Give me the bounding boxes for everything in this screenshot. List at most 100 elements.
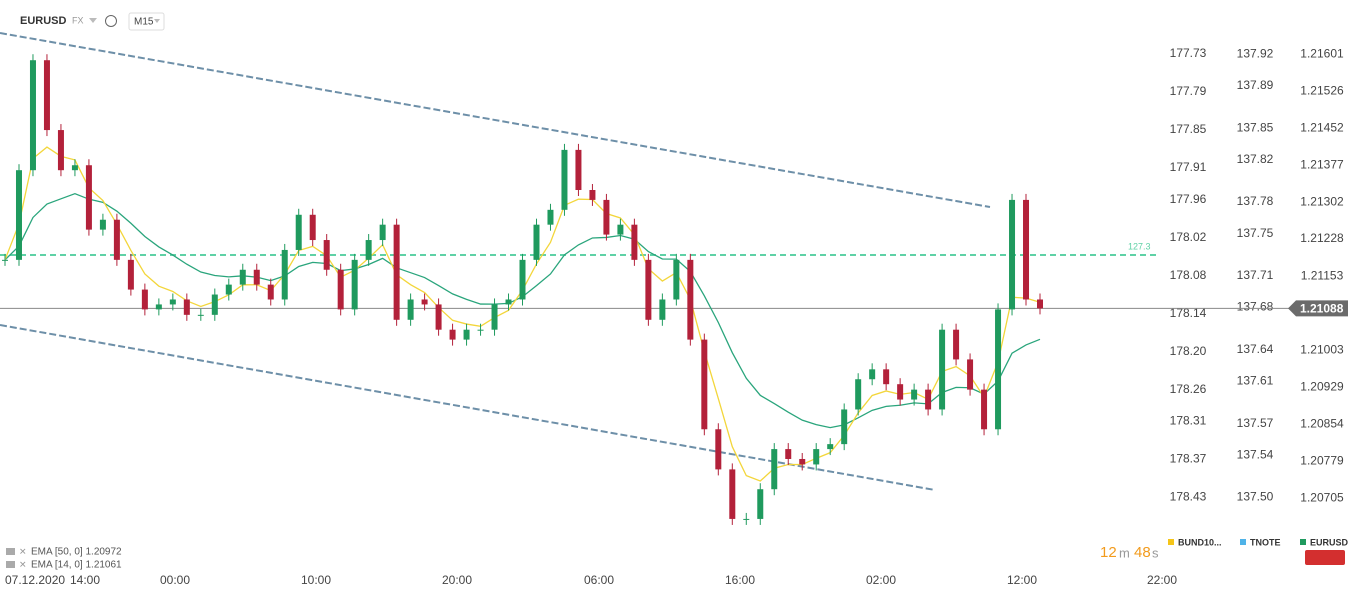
candle (435, 304, 442, 330)
dropdown-arrow[interactable] (89, 18, 97, 23)
candle (757, 489, 764, 519)
candle (547, 209, 554, 225)
legend-swatch (1168, 539, 1174, 545)
y-tick-label: 1.21452 (1300, 120, 1344, 134)
candle (981, 389, 988, 430)
candle (519, 259, 526, 300)
y-tick-label: 137.85 (1237, 120, 1274, 134)
candle (253, 269, 260, 285)
x-tick-label: 07.12.2020 (5, 573, 65, 587)
candle (561, 149, 568, 210)
legend-label[interactable]: EURUSD (1310, 537, 1349, 547)
indicator-label: EMA [14, 0] 1.21061 (31, 560, 122, 571)
y-tick-label: 137.61 (1237, 374, 1274, 388)
candle (995, 309, 1002, 430)
y-tick-label: 1.20929 (1300, 379, 1344, 393)
indicator-remove[interactable]: ✕ (19, 559, 27, 569)
x-tick-label: 12:00 (1007, 573, 1037, 587)
candle (883, 369, 890, 385)
x-tick-label: 00:00 (160, 573, 190, 587)
candle (127, 259, 134, 290)
candle (491, 304, 498, 330)
interval[interactable]: M15 (134, 17, 154, 28)
y-tick-label: 137.68 (1237, 300, 1274, 314)
candle (1023, 199, 1030, 300)
candle (771, 449, 778, 490)
x-tick-label: 20:00 (442, 573, 472, 587)
y-tick-label: 1.21228 (1300, 231, 1344, 245)
candle (715, 429, 722, 470)
y-tick-label: 1.21601 (1300, 46, 1344, 60)
y-tick-label: 178.31 (1170, 413, 1207, 427)
candle (869, 369, 876, 380)
candle (687, 259, 694, 340)
candle (631, 224, 638, 260)
candle (155, 304, 162, 310)
candle (575, 149, 582, 191)
candle (281, 249, 288, 300)
candle (953, 329, 960, 360)
candle (267, 284, 274, 300)
y-tick-label: 177.85 (1170, 122, 1207, 136)
candle (799, 458, 806, 465)
candle (463, 329, 470, 340)
y-tick-label: 1.20779 (1300, 454, 1344, 468)
timer-minutes: 12 (1100, 544, 1117, 561)
indicator-icon[interactable] (6, 548, 15, 555)
y-tick-label: 137.64 (1237, 342, 1274, 356)
candle (449, 329, 456, 340)
market: FX (72, 15, 84, 25)
symbol[interactable]: EURUSD (20, 15, 67, 27)
indicator-icon[interactable] (6, 561, 15, 568)
y-tick-label: 178.43 (1170, 489, 1207, 503)
y-tick-label: 178.08 (1170, 268, 1207, 282)
candle (295, 214, 302, 250)
level-label: 127.3 (1128, 241, 1151, 251)
eurusd-remove[interactable] (1305, 550, 1345, 565)
candle (337, 269, 344, 310)
y-tick-label: 1.21153 (1301, 268, 1344, 282)
candle (113, 219, 120, 260)
candle (939, 329, 946, 410)
legend-label[interactable]: TNOTE (1250, 537, 1281, 547)
y-tick-label: 137.71 (1237, 268, 1274, 282)
candle (323, 240, 330, 270)
y-tick-label: 177.79 (1170, 84, 1207, 98)
y-tick-label: 178.20 (1170, 344, 1207, 358)
candle (365, 240, 372, 260)
candle (211, 294, 218, 315)
x-tick-label: 10:00 (301, 573, 331, 587)
x-tick-label: 22:00 (1147, 573, 1177, 587)
candle (225, 284, 232, 295)
legend-label[interactable]: BUND10... (1178, 537, 1222, 547)
y-tick-label: 178.37 (1170, 451, 1207, 465)
candle (57, 130, 64, 171)
y-tick-label: 177.73 (1170, 46, 1207, 60)
candle (659, 299, 666, 320)
timer-unit: s (1152, 545, 1159, 560)
indicator-remove[interactable]: ✕ (19, 546, 27, 556)
y-tick-label: 178.14 (1170, 306, 1207, 320)
interval-box[interactable] (128, 12, 165, 31)
candle (183, 299, 190, 315)
x-tick-label: 14:00 (70, 573, 100, 587)
channel-upper (0, 32, 991, 208)
legend-swatch (1300, 539, 1306, 545)
channel-lower (0, 324, 936, 491)
candle (309, 214, 316, 241)
candle (1037, 299, 1043, 309)
y-tick-label: 137.78 (1237, 194, 1274, 208)
y-tick-label: 178.02 (1170, 230, 1207, 244)
info-icon[interactable] (105, 15, 117, 27)
dropdown-arrow[interactable] (154, 19, 160, 23)
y-tick-label: 177.91 (1170, 160, 1207, 174)
candle (925, 389, 932, 410)
y-tick-label: 137.50 (1237, 490, 1274, 504)
candle (351, 259, 358, 310)
candle (141, 289, 148, 310)
candle (785, 449, 792, 459)
y-tick-label: 137.75 (1237, 226, 1274, 240)
candle (379, 224, 386, 241)
